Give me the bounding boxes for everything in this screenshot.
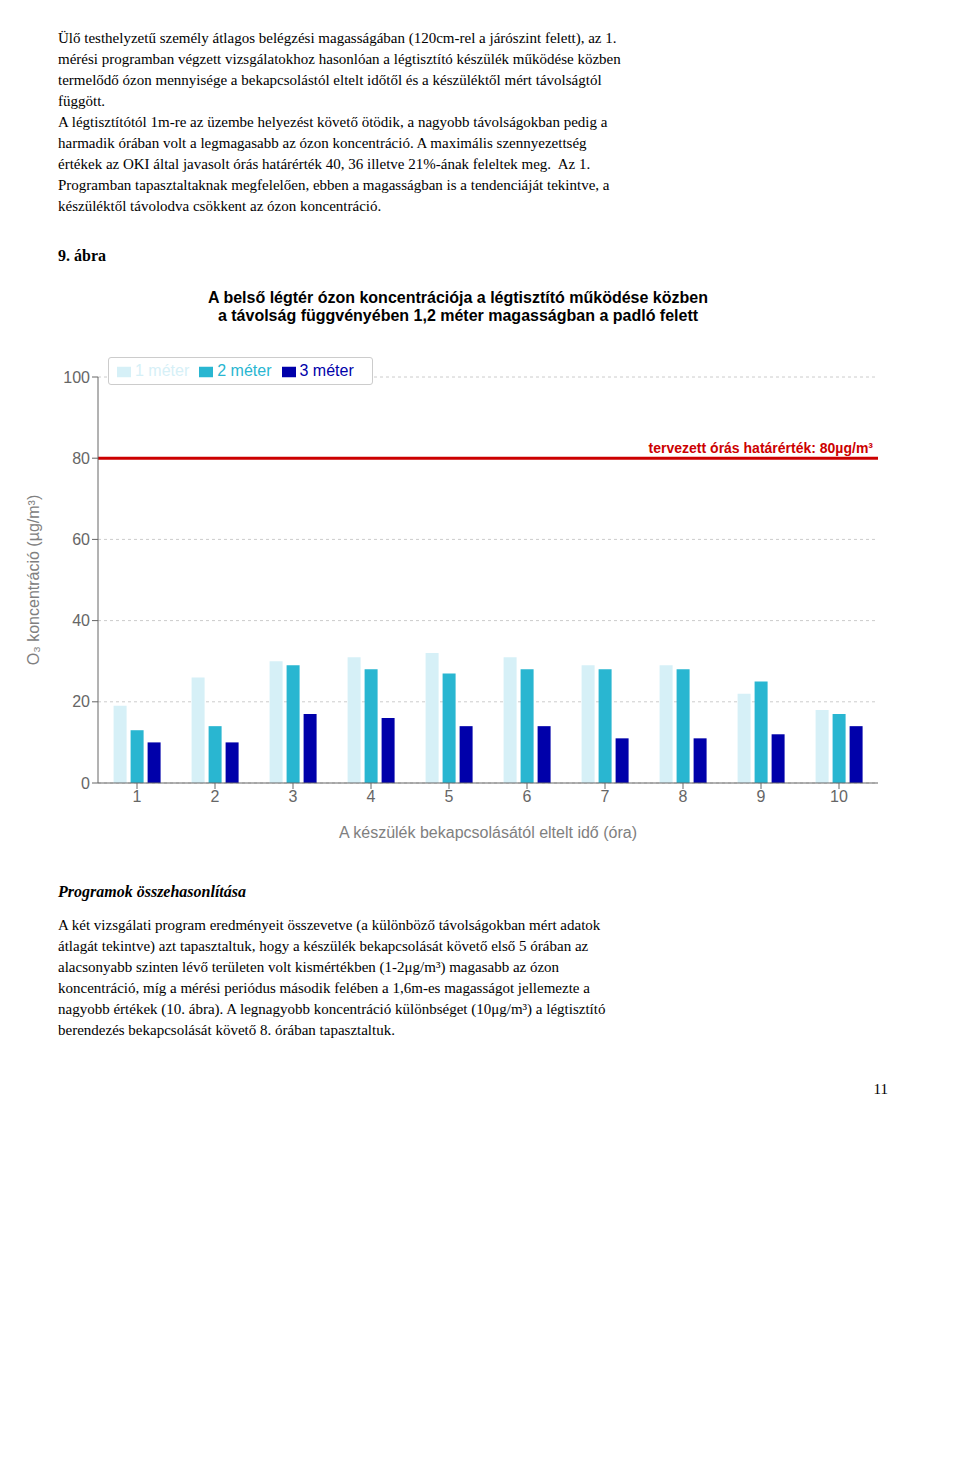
svg-text:3: 3 [289,788,298,805]
svg-text:60: 60 [72,531,90,548]
svg-text:8: 8 [679,788,688,805]
svg-text:tervezett órás határérték: 80µ: tervezett órás határérték: 80µg/m³ [649,440,874,456]
html-text:9. ábra: 9. ábra [58,247,106,264]
svg-text:4: 4 [367,788,376,805]
svg-text:10: 10 [830,788,848,805]
svg-text:6: 6 [523,788,532,805]
html-text:3 méter: 3 méter [299,362,354,379]
html-text:11: 11 [873,1081,888,1097]
svg-text:7: 7 [601,788,610,805]
svg-text:100: 100 [63,369,90,386]
svg-text:5: 5 [445,788,454,805]
html-text:A belső légtér ózon koncentrác: A belső légtér ózon koncentrációja a lég… [208,289,708,306]
html-text:2 méter: 2 méter [217,362,272,379]
svg-text:0: 0 [81,775,90,792]
svg-text:A készülék bekapcsolásától elt: A készülék bekapcsolásától eltelt idő (ó… [339,824,637,841]
svg-text:20: 20 [72,693,90,710]
html-text:Programok összehasonlítása: Programok összehasonlítása [58,883,246,900]
svg-text:2: 2 [211,788,220,805]
svg-text:40: 40 [72,612,90,629]
svg-text:O₃ koncentráció (µg/m³): O₃ koncentráció (µg/m³) [25,495,42,665]
svg-text:1: 1 [133,788,142,805]
html-text:A két vizsgálati program eredm: A két vizsgálati program eredményeit öss… [58,917,606,1038]
html-text:Ülő testhelyzetű személy átlag: Ülő testhelyzetű személy átlagos belégzé… [58,30,621,214]
svg-text:9: 9 [757,788,766,805]
html-text:1 méter: 1 méter [135,362,190,379]
svg-text:80: 80 [72,450,90,467]
html-text:a távolság függvényében 1,2 mé: a távolság függvényében 1,2 méter magass… [217,307,699,324]
